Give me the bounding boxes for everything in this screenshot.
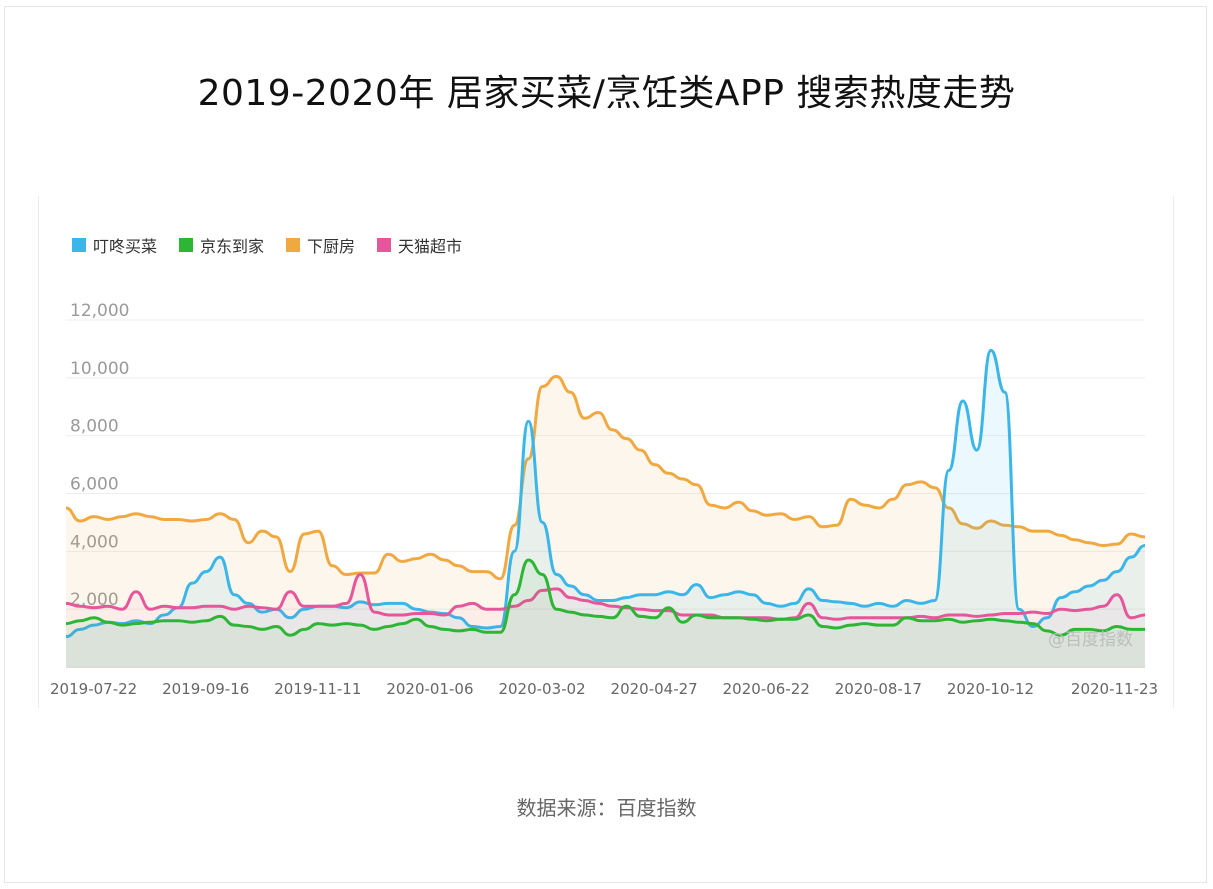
- legend-label: 叮咚买菜: [93, 237, 158, 256]
- legend-item[interactable]: 叮咚买菜: [72, 233, 157, 257]
- legend-label: 下厨房: [307, 237, 356, 256]
- chart-title: 2019-2020年 居家买菜/烹饪类APP 搜索热度走势: [197, 73, 1016, 114]
- x-tick-label: 2020-11-23: [1071, 680, 1158, 698]
- series-line: [65, 348, 1146, 639]
- x-tick-label: 2019-11-11: [274, 680, 361, 698]
- legend-item[interactable]: 京东到家: [179, 233, 264, 257]
- y-tick-label: 8,000: [70, 417, 119, 437]
- x-tick-label: 2020-06-22: [723, 680, 810, 698]
- x-tick-label: 2019-07-22: [50, 680, 137, 698]
- series-area: [66, 560, 1145, 667]
- series-line: [65, 573, 1146, 621]
- x-tick-label: 2020-10-12: [947, 680, 1034, 698]
- legend-label: 京东到家: [200, 237, 265, 256]
- legend-item[interactable]: 天猫超市: [377, 233, 462, 257]
- y-tick-label: 6,000: [70, 475, 119, 495]
- y-tick-label: 10,000: [70, 359, 129, 379]
- data-source-note: 数据来源：百度指数: [516, 796, 697, 820]
- y-tick-label: 4,000: [70, 532, 119, 552]
- legend-swatch: [72, 238, 86, 252]
- chart-legend: 叮咚买菜 京东到家 下厨房 天猫超市: [72, 233, 462, 257]
- x-tick-label: 2020-08-17: [835, 680, 922, 698]
- x-axis-line: [66, 666, 1145, 668]
- x-tick-label: 2019-09-16: [162, 680, 249, 698]
- series-line: [65, 558, 1145, 637]
- legend-label: 天猫超市: [398, 237, 463, 256]
- y-tick-label: 12,000: [70, 301, 129, 321]
- legend-item[interactable]: 下厨房: [286, 233, 355, 257]
- series-area: [66, 574, 1145, 667]
- x-tick-label: 2020-04-27: [611, 680, 698, 698]
- watermark-text: @百度指数: [1048, 630, 1133, 650]
- legend-swatch: [179, 238, 194, 252]
- x-tick-label: 2020-01-06: [386, 680, 473, 698]
- x-tick-label: 2020-03-02: [498, 680, 585, 698]
- series-area: [66, 376, 1145, 667]
- legend-swatch: [377, 238, 392, 252]
- series-line: [65, 374, 1146, 581]
- legend-swatch: [286, 238, 301, 252]
